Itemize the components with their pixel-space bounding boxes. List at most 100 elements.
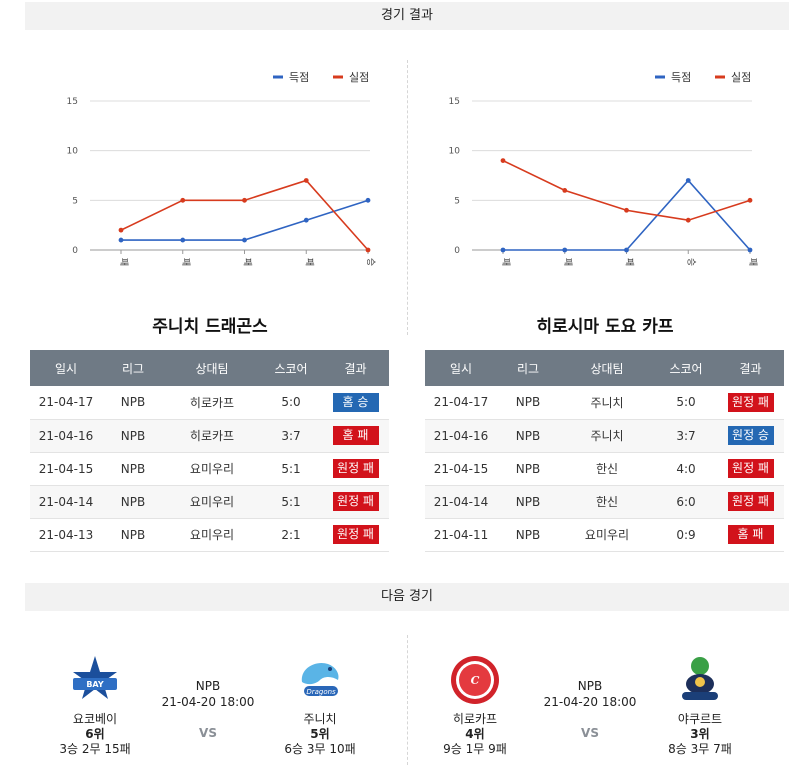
away-team: Dragons 주니치 5위 6승 3무 10패: [265, 650, 375, 757]
away-team: 야쿠르트 3위 8승 3무 7패: [645, 650, 755, 757]
home-team: C 히로카프 4위 9승 1무 9패: [420, 650, 530, 757]
x-tick-label: 패: [624, 258, 635, 266]
table-row: 21-04-14 NPB 한신 6:0 원정 패: [425, 485, 784, 519]
cell-opponent: 주니치: [559, 419, 655, 453]
table-row: 21-04-15 NPB 한신 4:0 원정 패: [425, 452, 784, 486]
data-point: [685, 217, 691, 223]
team-record: 3승 2무 15패: [59, 742, 131, 756]
cell-opponent: 요미우리: [559, 518, 655, 552]
svg-text:BAY: BAY: [86, 680, 104, 689]
team-rank: 5위: [310, 727, 330, 741]
team-rank: 3위: [690, 727, 710, 741]
y-tick-label: 15: [67, 97, 78, 107]
cell-league: NPB: [102, 386, 164, 420]
y-tick-label: 0: [454, 246, 460, 256]
next-match-card[interactable]: C 히로카프 4위 9승 1무 9패 NPB 21-04-20 18:00 VS…: [420, 650, 780, 760]
chart-hiroshima: 0 5 10 15 패 패 패 승 패 득점 실점: [410, 60, 780, 275]
cell-result: 홈 승: [322, 386, 389, 420]
data-point: [303, 178, 309, 183]
y-tick-label: 5: [72, 196, 78, 206]
y-tick-label: 0: [72, 246, 78, 256]
x-tick-label: 승: [685, 258, 696, 266]
cell-score: 5:1: [260, 452, 322, 486]
match-league: NPB: [195, 679, 221, 693]
team-name: 주니치: [303, 712, 337, 726]
match-time: 21-04-20 18:00: [543, 695, 637, 709]
swallows-logo-icon: [674, 654, 726, 706]
cell-league: NPB: [497, 419, 559, 453]
cell-date: 21-04-14: [30, 485, 102, 519]
cell-date: 21-04-17: [30, 386, 102, 420]
result-badge: 원정 패: [727, 392, 774, 412]
cell-date: 21-04-13: [30, 518, 102, 552]
legend-label: 득점: [289, 71, 309, 84]
data-point: [500, 247, 506, 253]
results-table-chunichi: 일시 리그 상대팀 스코어 결과 21-04-17 NPB 히로카프 5:0 홈 승 21…: [30, 350, 389, 552]
baystars-logo-icon: BAY: [69, 654, 121, 706]
cell-result: 원정 패: [717, 452, 784, 486]
dragons-logo-icon: Dragons: [294, 654, 346, 706]
team-title-chunichi: 주니치 드래곤스: [152, 317, 268, 337]
cell-league: NPB: [497, 485, 559, 519]
chart-chunichi-svg: 0 5 10 15 패 패 패 패 승 득점 실점: [67, 71, 376, 266]
legend-label: 득점: [671, 71, 691, 84]
cell-opponent: 한신: [559, 452, 655, 486]
cell-league: NPB: [497, 518, 559, 552]
data-point: [747, 247, 753, 253]
result-badge: 원정 패: [332, 525, 379, 544]
legend-label: 실점: [349, 71, 369, 84]
table-row: 21-04-14 NPB 요미우리 5:1 원정 패: [30, 485, 389, 519]
team-name: 요코베이: [72, 712, 118, 726]
team-name: 야쿠르트: [677, 712, 723, 726]
data-point: [242, 197, 247, 203]
col-score: 스코어: [260, 350, 322, 386]
data-point: [500, 158, 506, 163]
table-header-row: 일시 리그 상대팀 스코어 결과: [30, 350, 389, 386]
result-badge: 원정 승: [727, 426, 774, 445]
divider: [407, 635, 408, 765]
svg-text:Dragons: Dragons: [306, 688, 336, 696]
cell-score: 3:7: [655, 419, 717, 453]
data-point: [118, 227, 124, 233]
cell-result: 원정 패: [717, 485, 784, 519]
result-badge: 홈 패: [727, 525, 774, 544]
team-name: 히로카프: [452, 712, 498, 726]
data-point: [118, 237, 124, 243]
vs-label: VS: [581, 726, 599, 740]
cell-date: 21-04-17: [425, 386, 497, 420]
next-match-card[interactable]: BAY 요코베이 6위 3승 2무 15패 NPB 21-04-20 18:00…: [40, 650, 380, 760]
y-tick-label: 10: [449, 147, 461, 157]
cell-opponent: 한신: [559, 485, 655, 519]
y-tick-label: 10: [67, 147, 79, 157]
cell-result: 원정 패: [322, 485, 389, 519]
x-tick-label: 패: [747, 258, 758, 266]
divider: [407, 60, 408, 335]
legend-label: 실점: [731, 71, 751, 84]
cell-date: 21-04-15: [30, 452, 102, 486]
table-row: 21-04-16 NPB 히로카프 3:7 홈 패: [30, 419, 389, 453]
data-point: [180, 237, 186, 243]
x-tick-label: 패: [500, 258, 511, 266]
col-score: 스코어: [655, 350, 717, 386]
x-tick-label: 패: [118, 258, 129, 266]
cell-result: 홈 패: [322, 419, 389, 453]
cell-result: 홈 패: [717, 518, 784, 552]
cell-opponent: 요미우리: [164, 518, 260, 552]
data-point: [562, 247, 568, 253]
cell-league: NPB: [102, 419, 164, 453]
series-line-scored: [503, 179, 751, 251]
cell-opponent: 주니치: [559, 386, 655, 420]
x-tick-label: 승: [365, 258, 376, 266]
cell-opponent: 요미우리: [164, 485, 260, 519]
data-point: [747, 197, 753, 203]
match-info: NPB 21-04-20 18:00 VS: [148, 678, 268, 740]
cell-score: 3:7: [260, 419, 322, 453]
data-point: [685, 178, 691, 183]
data-point: [180, 197, 186, 203]
cell-opponent: 요미우리: [164, 452, 260, 486]
cell-league: NPB: [497, 452, 559, 486]
x-tick-label: 패: [303, 258, 314, 266]
col-date: 일시: [30, 350, 102, 386]
x-tick-label: 패: [242, 258, 253, 266]
team-record: 8승 3무 7패: [668, 742, 732, 756]
